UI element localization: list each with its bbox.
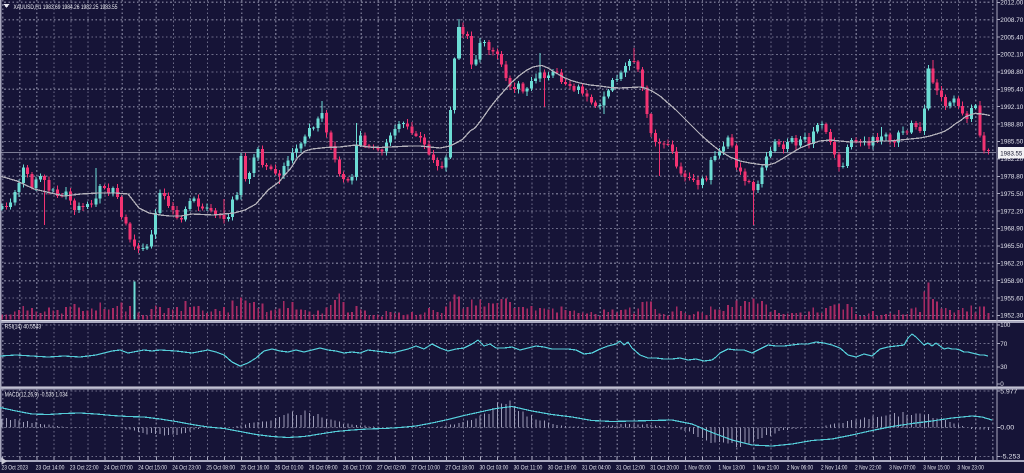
svg-text:1962.20: 1962.20 <box>1000 261 1024 268</box>
svg-text:27 Oct 02:00: 27 Oct 02:00 <box>377 464 406 471</box>
svg-text:3 Nov 07:00: 3 Nov 07:00 <box>889 464 916 471</box>
svg-text:24 Oct 23:00: 24 Oct 23:00 <box>172 464 201 471</box>
svg-text:1975.50: 1975.50 <box>1000 191 1024 198</box>
svg-text:1965.50: 1965.50 <box>1000 243 1024 250</box>
svg-text:27 Oct 18:00: 27 Oct 18:00 <box>445 464 474 471</box>
svg-text:31 Oct 12:00: 31 Oct 12:00 <box>616 464 645 471</box>
svg-text:5.977: 5.977 <box>1000 389 1018 396</box>
svg-text:1 Nov 21:00: 1 Nov 21:00 <box>753 464 780 471</box>
svg-text:30 Oct 11:00: 30 Oct 11:00 <box>514 464 543 471</box>
svg-text:2002.10: 2002.10 <box>1000 52 1024 59</box>
svg-text:2 Nov 06:00: 2 Nov 06:00 <box>787 464 814 471</box>
svg-text:1992.10: 1992.10 <box>1000 104 1024 111</box>
svg-text:27 Oct 10:00: 27 Oct 10:00 <box>411 464 440 471</box>
svg-text:MACD(12,26,9) -0.535 1.034: MACD(12,26,9) -0.535 1.034 <box>5 392 68 399</box>
svg-text:31 Oct 04:00: 31 Oct 04:00 <box>582 464 611 471</box>
svg-text:2 Nov 22:00: 2 Nov 22:00 <box>855 464 882 471</box>
svg-text:1995.40: 1995.40 <box>1000 87 1024 94</box>
svg-text:1958.90: 1958.90 <box>1000 278 1024 285</box>
svg-text:3 Nov 23:00: 3 Nov 23:00 <box>957 464 984 471</box>
svg-text:1982.20: 1982.20 <box>1000 156 1024 163</box>
svg-text:25 Oct 08:00: 25 Oct 08:00 <box>206 464 235 471</box>
svg-text:1983.55: 1983.55 <box>1000 150 1023 157</box>
svg-text:3 Nov 15:00: 3 Nov 15:00 <box>923 464 950 471</box>
svg-text:31 Oct 20:00: 31 Oct 20:00 <box>650 464 679 471</box>
svg-text:26 Oct 09:00: 26 Oct 09:00 <box>309 464 338 471</box>
svg-text:RSI(14) 40.5543: RSI(14) 40.5543 <box>5 324 42 331</box>
svg-text:0: 0 <box>1000 381 1004 388</box>
svg-text:70: 70 <box>1000 341 1008 348</box>
svg-text:26 Oct 01:00: 26 Oct 01:00 <box>275 464 304 471</box>
svg-text:23 Oct 2023: 23 Oct 2023 <box>2 464 29 471</box>
svg-text:24 Oct 07:00: 24 Oct 07:00 <box>104 464 133 471</box>
svg-text:XAUUSD,H1 1983.69 1984.26 198: XAUUSD,H1 1983.69 1984.26 1982.25 1983.5… <box>14 4 118 11</box>
svg-text:2012.00: 2012.00 <box>1000 0 1024 7</box>
svg-text:0.00: 0.00 <box>1000 425 1015 432</box>
svg-text:1955.60: 1955.60 <box>1000 295 1024 302</box>
svg-text:1968.90: 1968.90 <box>1000 226 1024 233</box>
svg-text:1988.80: 1988.80 <box>1000 121 1024 128</box>
svg-text:1998.80: 1998.80 <box>1000 69 1024 76</box>
svg-text:30 Oct 19:00: 30 Oct 19:00 <box>548 464 577 471</box>
svg-text:1985.50: 1985.50 <box>1000 139 1024 146</box>
svg-text:1972.20: 1972.20 <box>1000 208 1024 215</box>
svg-text:25 Oct 16:00: 25 Oct 16:00 <box>241 464 270 471</box>
svg-text:24 Oct 15:00: 24 Oct 15:00 <box>138 464 167 471</box>
svg-text:-5.253: -5.253 <box>1000 454 1021 461</box>
svg-text:1978.80: 1978.80 <box>1000 174 1024 181</box>
svg-text:30: 30 <box>1000 364 1008 371</box>
svg-text:30 Oct 03:00: 30 Oct 03:00 <box>480 464 509 471</box>
svg-text:23 Oct 22:00: 23 Oct 22:00 <box>70 464 99 471</box>
svg-text:2008.70: 2008.70 <box>1000 17 1024 24</box>
svg-text:1 Nov 13:00: 1 Nov 13:00 <box>718 464 745 471</box>
svg-text:1 Nov 05:00: 1 Nov 05:00 <box>684 464 711 471</box>
svg-text:2005.40: 2005.40 <box>1000 34 1024 41</box>
svg-text:2 Nov 14:00: 2 Nov 14:00 <box>821 464 848 471</box>
svg-text:1952.30: 1952.30 <box>1000 313 1024 320</box>
svg-text:23 Oct 14:00: 23 Oct 14:00 <box>36 464 65 471</box>
svg-text:100: 100 <box>1000 322 1011 329</box>
svg-text:26 Oct 17:00: 26 Oct 17:00 <box>343 464 372 471</box>
